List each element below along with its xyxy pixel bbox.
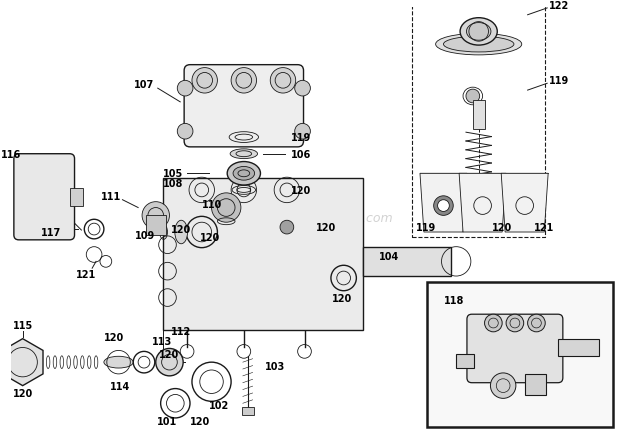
Text: 106: 106 xyxy=(290,149,311,159)
Text: 101: 101 xyxy=(157,416,177,426)
FancyBboxPatch shape xyxy=(184,66,304,148)
Polygon shape xyxy=(459,174,506,233)
Text: 112: 112 xyxy=(171,326,192,336)
Bar xyxy=(473,101,485,130)
Bar xyxy=(412,0,545,237)
Text: 107: 107 xyxy=(134,80,154,90)
Circle shape xyxy=(294,81,311,97)
Text: 122: 122 xyxy=(549,1,569,11)
Ellipse shape xyxy=(436,34,522,56)
Bar xyxy=(69,188,83,206)
Circle shape xyxy=(506,315,524,332)
Circle shape xyxy=(177,81,193,97)
Text: 103: 103 xyxy=(265,361,285,371)
Text: 116: 116 xyxy=(1,149,21,159)
Text: 120: 120 xyxy=(290,185,311,195)
Circle shape xyxy=(490,373,516,398)
Text: 121: 121 xyxy=(76,270,96,279)
Text: 120: 120 xyxy=(190,416,210,426)
Circle shape xyxy=(433,196,453,216)
Ellipse shape xyxy=(443,37,514,53)
Bar xyxy=(363,247,451,276)
Circle shape xyxy=(211,194,241,223)
Text: 113: 113 xyxy=(151,336,172,346)
Bar xyxy=(558,339,599,356)
Bar xyxy=(427,282,613,427)
Circle shape xyxy=(438,200,450,212)
Ellipse shape xyxy=(104,356,133,368)
Ellipse shape xyxy=(175,221,188,244)
Circle shape xyxy=(485,315,502,332)
Text: 119: 119 xyxy=(416,223,436,233)
Circle shape xyxy=(528,315,545,332)
Text: 118: 118 xyxy=(444,295,464,305)
Text: 102: 102 xyxy=(209,400,229,410)
Circle shape xyxy=(177,124,193,140)
Ellipse shape xyxy=(227,162,260,186)
Text: eReplacementParts.com: eReplacementParts.com xyxy=(240,211,392,224)
FancyBboxPatch shape xyxy=(467,315,563,383)
Text: 119: 119 xyxy=(290,133,311,143)
Polygon shape xyxy=(2,339,43,386)
Circle shape xyxy=(156,349,183,376)
Text: 120: 120 xyxy=(12,388,33,398)
Text: 120: 120 xyxy=(316,223,336,233)
Bar xyxy=(146,216,166,235)
Bar xyxy=(242,407,254,415)
Text: 115: 115 xyxy=(12,320,33,330)
Text: 117: 117 xyxy=(41,227,61,237)
Bar xyxy=(162,179,363,330)
Polygon shape xyxy=(501,174,548,233)
Circle shape xyxy=(231,69,257,94)
Ellipse shape xyxy=(230,149,257,159)
Text: 108: 108 xyxy=(163,179,184,189)
Text: 120: 120 xyxy=(332,293,352,303)
Ellipse shape xyxy=(466,23,491,41)
Text: 114: 114 xyxy=(110,381,131,391)
Circle shape xyxy=(294,124,311,140)
Bar xyxy=(456,355,474,368)
Circle shape xyxy=(466,90,480,104)
Text: 120: 120 xyxy=(159,349,180,359)
Text: 109: 109 xyxy=(135,230,155,240)
Bar xyxy=(525,374,546,395)
Text: 120: 120 xyxy=(200,232,221,242)
Text: 120: 120 xyxy=(171,224,192,234)
Text: 120: 120 xyxy=(492,223,512,233)
Text: 104: 104 xyxy=(379,252,399,262)
Ellipse shape xyxy=(460,19,497,46)
Circle shape xyxy=(192,69,218,94)
Text: 110: 110 xyxy=(202,199,223,209)
Text: 121: 121 xyxy=(534,223,554,233)
Circle shape xyxy=(142,202,169,230)
FancyBboxPatch shape xyxy=(14,155,74,240)
Text: 119: 119 xyxy=(549,76,569,86)
Circle shape xyxy=(270,69,296,94)
Ellipse shape xyxy=(233,167,255,181)
Text: 111: 111 xyxy=(100,191,121,201)
Text: 120: 120 xyxy=(104,332,124,342)
Text: 105: 105 xyxy=(163,169,184,179)
Circle shape xyxy=(280,221,294,234)
Polygon shape xyxy=(420,174,467,233)
